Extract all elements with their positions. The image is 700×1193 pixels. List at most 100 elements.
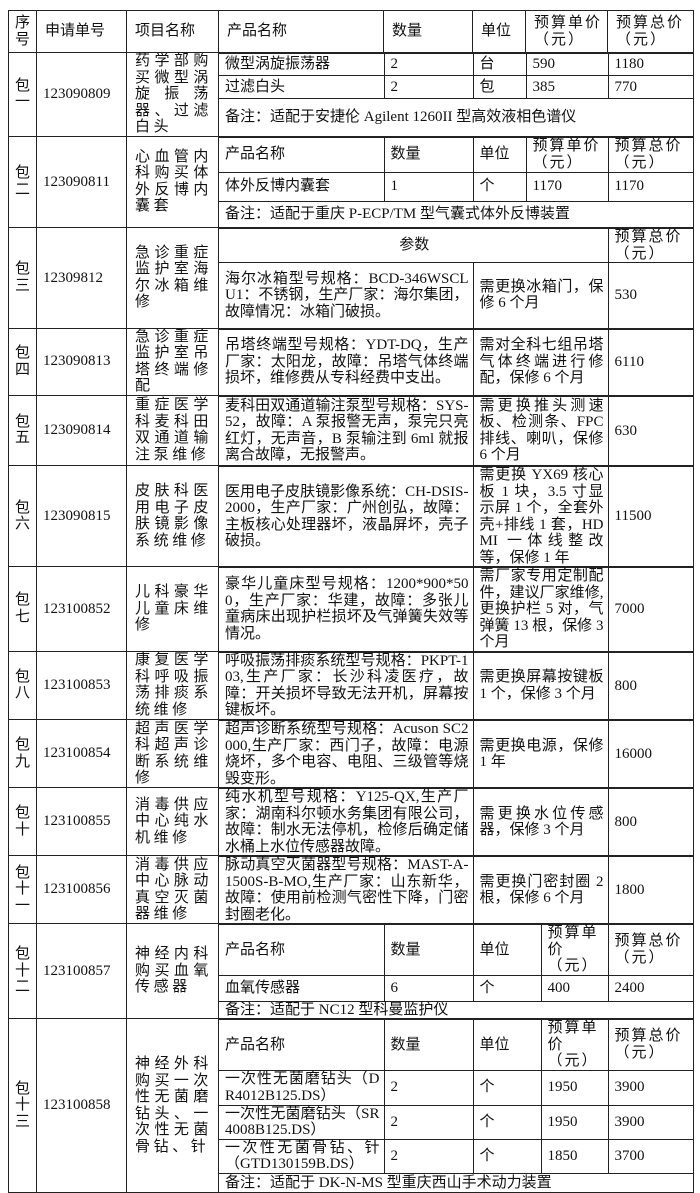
package-seq-text: 包十	[14, 805, 30, 838]
sub-header-total: 预算总价（元）	[607, 1019, 694, 1071]
item-total: 1180	[607, 52, 694, 77]
project-name: 神经内科购买血氧传感器	[126, 923, 219, 1019]
sub-header-qty: 数量	[383, 136, 474, 173]
package-seq: 包七	[8, 566, 37, 652]
package-seq: 包六	[8, 465, 37, 567]
note-row: 备注：适配于重庆 P-ECP/TM 型气囊式体外反博装置	[219, 200, 694, 227]
item-unit-price: 590	[525, 52, 609, 77]
item-unit: 个	[472, 1104, 542, 1140]
project-name: 超声医学科超声诊断系统维修	[126, 719, 219, 788]
detail-header-row: 产品名称 数量 单位 预算单价（元） 预算总价（元）	[219, 924, 694, 976]
request-number: 123100857	[36, 923, 127, 1019]
repair-row: 吊塔终端型号规格：YDT-DQ，生产厂家：太阳龙，故障：吊塔气体终端损坏，维修费…	[219, 328, 694, 395]
package-seq-text: 包十一	[14, 864, 30, 914]
package-seq: 包二	[8, 135, 37, 228]
project-name: 心血管内科购买体外反博内囊套	[126, 135, 219, 228]
sub-header-unit: 单位	[472, 924, 542, 976]
sub-header-unit-price: 预算单价（元）	[525, 136, 609, 173]
item-row: 血氧传感器 6 个 400 2400	[219, 974, 694, 1002]
sub-header-params: 参数	[219, 228, 609, 263]
repair-total: 11500	[607, 466, 694, 566]
header-total: 预算总价（元）	[607, 10, 694, 53]
project-name: 儿科豪华儿童床维修	[126, 566, 219, 652]
header-request-no: 申请单号	[36, 10, 127, 53]
package-note: 备注：适配于 NC12 型科曼监护仪	[219, 1000, 694, 1018]
note-row: 备注：适配于 DK-N-MS 型重庆西山手术动力装置	[219, 1172, 694, 1192]
request-number: 123100856	[36, 855, 127, 924]
sub-header-total: 预算总价（元）	[607, 136, 694, 173]
package-row: 包二 123090811 心血管内科购买体外反博内囊套 产品名称 数量 单位 预算单价（元）…	[8, 135, 694, 228]
header-project: 项目名称	[126, 10, 219, 53]
detail-header-row: 产品名称 数量 单位 预算单价（元） 预算总价（元）	[219, 1019, 694, 1071]
note-row: 备注：适配于 NC12 型科曼监护仪	[219, 1000, 694, 1018]
repair-params: 呼吸振荡排痰系统型号规格：PKPT-103,生产厂家：长沙科凌医疗，故障：开关损…	[219, 651, 474, 719]
item-unit-price: 400	[540, 974, 609, 1002]
package-note: 备注：适配于 DK-N-MS 型重庆西山手术动力装置	[219, 1172, 694, 1192]
detail-table: 吊塔终端型号规格：YDT-DQ，生产厂家：太阳龙，故障：吊塔气体终端损坏，维修费…	[219, 328, 694, 395]
package-seq: 包五	[8, 394, 37, 466]
item-name: 过滤白头	[219, 75, 385, 99]
item-name: 一次性无菌磨钻头（SR4008B125.DS）	[219, 1104, 385, 1140]
package-row: 包七 123100852 儿科豪华儿童床维修 豪华儿童床型号规格：1200*900*5…	[8, 566, 694, 652]
repair-total: 16000	[607, 720, 694, 787]
package-seq: 包一	[8, 52, 37, 137]
item-qty: 2	[383, 75, 474, 99]
item-unit-price: 1170	[525, 171, 609, 202]
package-seq: 包十三	[8, 1018, 37, 1193]
repair-total: 630	[607, 395, 694, 465]
project-name-text: 心血管内科购买体外反博内囊套	[135, 148, 212, 215]
project-name-text: 超声医学科超声诊断系统维修	[135, 720, 212, 787]
project-name-text: 儿科豪华儿童床维修	[135, 584, 212, 633]
package-row: 包十 123100855 消毒供应中心纯水机维修 纯水机型号规格：Y125-QX,生产…	[8, 787, 694, 856]
header-unit: 单位	[472, 10, 526, 53]
item-unit: 个	[472, 1069, 542, 1106]
project-name-text: 急诊重症监护室海尔冰箱维修	[135, 244, 212, 311]
sub-header-unit: 单位	[472, 136, 527, 173]
project-name: 急诊重症监护室海尔冰箱维修	[126, 227, 219, 329]
sub-header-unit-price: 预算单价（元）	[540, 1019, 609, 1071]
request-number: 123100858	[36, 1018, 127, 1193]
detail-table: 超声诊断系统型号规格：Acuson SC2000,生产厂家：西门子，故障：电源烧…	[219, 720, 694, 787]
package-detail: 纯水机型号规格：Y125-QX,生产厂家：湖南科尔顿水务集团有限公司，故障：制水…	[218, 787, 694, 856]
package-seq: 包九	[8, 719, 37, 788]
repair-params: 纯水机型号规格：Y125-QX,生产厂家：湖南科尔顿水务集团有限公司，故障：制水…	[219, 788, 474, 855]
detail-table: 麦科田双通道输注泵型号规格：SYS-52，故障：A 泵报警无声，泵完只亮红灯，无…	[219, 395, 694, 465]
item-name: 体外反博内囊套	[219, 171, 385, 202]
detail-header-row: 参数 预算总价（元）	[219, 228, 695, 263]
package-seq-text: 包四	[14, 345, 30, 378]
detail-table: 呼吸振荡排痰系统型号规格：PKPT-103,生产厂家：长沙科凌医疗，故障：开关损…	[219, 651, 694, 719]
item-unit: 个	[472, 974, 542, 1002]
detail-header-row: 产品名称 数量 单位 预算单价（元） 预算总价（元）	[219, 136, 694, 173]
item-unit-price: 1950	[540, 1069, 609, 1106]
item-row: 过滤白头 2 包 385 770	[219, 75, 694, 99]
item-row: 一次性无菌磨钻头（DR4012B125.DS） 2 个 1950 3900	[219, 1069, 694, 1106]
package-row: 包四 123090813 急诊重症监护室吊塔终端修配 吊塔终端型号规格：YDT-DQ，…	[8, 327, 694, 396]
package-row: 包一 123090809 药学部购买微型涡旋振荡器、过滤白头 微型涡旋振荡器 2 台 590…	[8, 52, 694, 137]
repair-row: 脉动真空灭菌器型号规格：MAST-A-1500S-B-MO,生产厂家：山东新华，…	[219, 856, 694, 923]
detail-table: 产品名称 数量 单位 预算单价（元） 预算总价（元） 体外反博内囊套 1 个 1170 1170 备…	[219, 136, 694, 227]
item-total: 1170	[607, 171, 694, 202]
item-row: 体外反博内囊套 1 个 1170 1170	[219, 171, 694, 202]
package-seq-text: 包三	[14, 261, 30, 294]
project-name: 急诊重症监护室吊塔终端修配	[126, 327, 219, 396]
header-product: 产品名称	[218, 10, 384, 53]
package-detail: 超声诊断系统型号规格：Acuson SC2000,生产厂家：西门子，故障：电源烧…	[218, 719, 694, 788]
sub-header-product: 产品名称	[219, 136, 385, 173]
package-note: 备注：适配于重庆 P-ECP/TM 型气囊式体外反博装置	[219, 200, 694, 227]
package-detail: 产品名称 数量 单位 预算单价（元） 预算总价（元） 血氧传感器 6 个 400 2400 备注：适…	[218, 923, 694, 1019]
item-total: 2400	[607, 974, 694, 1002]
item-qty: 2	[383, 1069, 474, 1106]
package-detail: 医用电子皮肤镜影像系统：CH-DSIS-2000，生产厂家：广州创弘，故障：主板…	[218, 465, 694, 567]
header-row: 序号 申请单号 项目名称 产品名称 数量 单位 预算单价（元） 预算总价（元）	[8, 10, 694, 53]
repair-total: 800	[607, 651, 694, 719]
request-number: 123090814	[36, 394, 127, 466]
project-name: 康复医学科呼吸振荡排痰系统维修	[126, 650, 219, 720]
item-qty: 2	[383, 1104, 474, 1140]
item-row: 微型涡旋振荡器 2 台 590 1180	[219, 52, 694, 77]
package-detail: 麦科田双通道输注泵型号规格：SYS-52，故障：A 泵报警无声，泵完只亮红灯，无…	[218, 394, 694, 466]
package-row: 包十一 123100856 消毒供应中心脉动真空灭菌器维修 脉动真空灭菌器型号规格：M…	[8, 855, 694, 924]
request-number: 123090811	[36, 135, 127, 228]
package-detail: 产品名称 数量 单位 预算单价（元） 预算总价（元） 体外反博内囊套 1 个 1170 1170 备…	[218, 135, 694, 228]
repair-remedy: 需更换 YX69 核心板 1 块，3.5 寸显示屏 1 个，全套外壳+排线 1 …	[472, 466, 609, 566]
detail-table: 产品名称 数量 单位 预算单价（元） 预算总价（元） 血氧传感器 6 个 400 2400 备注：适…	[219, 924, 694, 1018]
